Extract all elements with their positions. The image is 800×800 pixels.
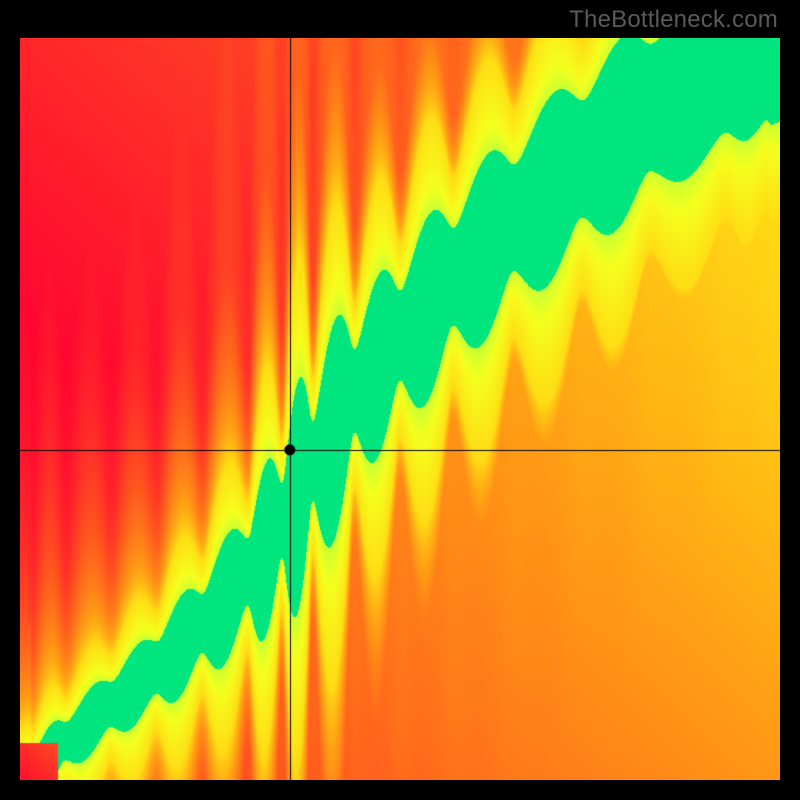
watermark-text: TheBottleneck.com: [569, 6, 778, 34]
chart-container: TheBottleneck.com: [0, 0, 800, 800]
bottleneck-heatmap: [20, 38, 780, 780]
